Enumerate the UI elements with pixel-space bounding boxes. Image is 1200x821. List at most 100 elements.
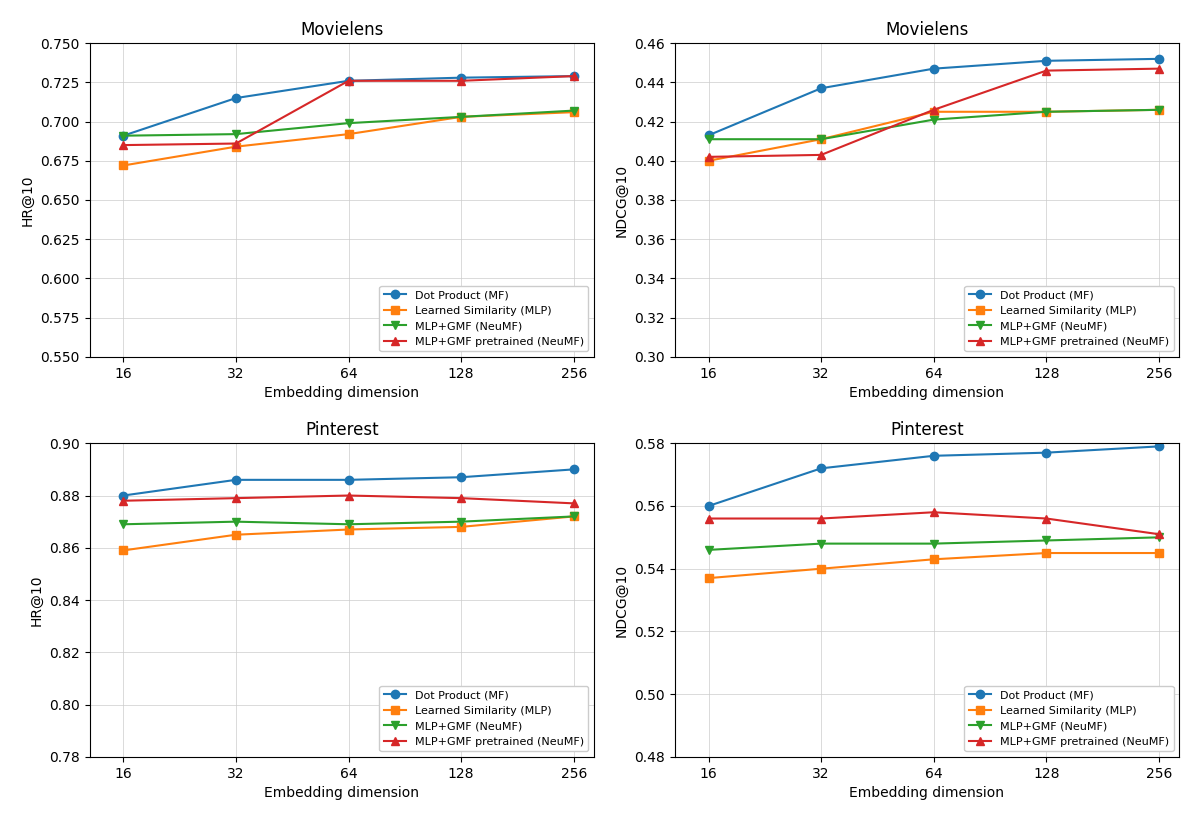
- Dot Product (MF): [566, 71, 581, 81]
- Dot Product (MF): [116, 131, 131, 140]
- Line: Learned Similarity (MLP): Learned Similarity (MLP): [119, 512, 578, 554]
- Learned Similarity (MLP): [926, 107, 941, 117]
- MLP+GMF pretrained (NeuMF): [1039, 66, 1054, 76]
- MLP+GMF pretrained (NeuMF): [454, 76, 468, 85]
- Learned Similarity (MLP): [116, 161, 131, 171]
- Y-axis label: HR@10: HR@10: [30, 575, 43, 626]
- MLP+GMF (NeuMF): [1039, 535, 1054, 545]
- Legend: Dot Product (MF), Learned Similarity (MLP), MLP+GMF (NeuMF), MLP+GMF pretrained : Dot Product (MF), Learned Similarity (ML…: [965, 286, 1174, 351]
- Dot Product (MF): [229, 475, 244, 484]
- MLP+GMF (NeuMF): [341, 520, 355, 530]
- MLP+GMF pretrained (NeuMF): [341, 491, 355, 501]
- MLP+GMF pretrained (NeuMF): [454, 493, 468, 503]
- MLP+GMF pretrained (NeuMF): [566, 71, 581, 81]
- Dot Product (MF): [814, 83, 828, 93]
- Title: Pinterest: Pinterest: [890, 421, 964, 439]
- Line: MLP+GMF (NeuMF): MLP+GMF (NeuMF): [119, 107, 578, 140]
- Learned Similarity (MLP): [229, 142, 244, 152]
- Dot Product (MF): [814, 463, 828, 473]
- Dot Product (MF): [926, 451, 941, 461]
- MLP+GMF (NeuMF): [454, 516, 468, 526]
- MLP+GMF pretrained (NeuMF): [566, 498, 581, 508]
- Line: Learned Similarity (MLP): Learned Similarity (MLP): [704, 106, 1163, 165]
- Legend: Dot Product (MF), Learned Similarity (MLP), MLP+GMF (NeuMF), MLP+GMF pretrained : Dot Product (MF), Learned Similarity (ML…: [965, 686, 1174, 751]
- Learned Similarity (MLP): [1152, 105, 1166, 115]
- Y-axis label: NDCG@10: NDCG@10: [614, 563, 629, 636]
- Learned Similarity (MLP): [814, 135, 828, 144]
- Y-axis label: HR@10: HR@10: [20, 174, 35, 226]
- Learned Similarity (MLP): [701, 156, 715, 166]
- Learned Similarity (MLP): [229, 530, 244, 539]
- Learned Similarity (MLP): [701, 573, 715, 583]
- Learned Similarity (MLP): [566, 108, 581, 117]
- Dot Product (MF): [229, 93, 244, 103]
- Dot Product (MF): [1152, 54, 1166, 64]
- Dot Product (MF): [566, 465, 581, 475]
- MLP+GMF pretrained (NeuMF): [814, 514, 828, 524]
- MLP+GMF (NeuMF): [229, 129, 244, 139]
- Learned Similarity (MLP): [454, 522, 468, 532]
- Line: MLP+GMF pretrained (NeuMF): MLP+GMF pretrained (NeuMF): [119, 72, 578, 149]
- Learned Similarity (MLP): [1039, 107, 1054, 117]
- MLP+GMF pretrained (NeuMF): [341, 76, 355, 85]
- Line: MLP+GMF pretrained (NeuMF): MLP+GMF pretrained (NeuMF): [704, 508, 1163, 539]
- MLP+GMF pretrained (NeuMF): [116, 140, 131, 150]
- MLP+GMF (NeuMF): [566, 511, 581, 521]
- Dot Product (MF): [341, 475, 355, 484]
- Learned Similarity (MLP): [116, 545, 131, 555]
- Dot Product (MF): [1152, 442, 1166, 452]
- Dot Product (MF): [454, 73, 468, 83]
- Learned Similarity (MLP): [341, 129, 355, 139]
- Line: MLP+GMF pretrained (NeuMF): MLP+GMF pretrained (NeuMF): [704, 65, 1163, 161]
- MLP+GMF (NeuMF): [701, 135, 715, 144]
- MLP+GMF (NeuMF): [1152, 532, 1166, 542]
- MLP+GMF pretrained (NeuMF): [229, 139, 244, 149]
- Line: Learned Similarity (MLP): Learned Similarity (MLP): [119, 108, 578, 170]
- X-axis label: Embedding dimension: Embedding dimension: [850, 386, 1004, 400]
- MLP+GMF (NeuMF): [926, 115, 941, 125]
- MLP+GMF pretrained (NeuMF): [926, 105, 941, 115]
- Dot Product (MF): [926, 64, 941, 74]
- Learned Similarity (MLP): [926, 554, 941, 564]
- Dot Product (MF): [341, 76, 355, 85]
- Learned Similarity (MLP): [814, 564, 828, 574]
- Line: Learned Similarity (MLP): Learned Similarity (MLP): [704, 549, 1163, 582]
- Dot Product (MF): [454, 472, 468, 482]
- Y-axis label: NDCG@10: NDCG@10: [614, 163, 629, 236]
- MLP+GMF (NeuMF): [1152, 105, 1166, 115]
- Dot Product (MF): [116, 491, 131, 501]
- Line: MLP+GMF (NeuMF): MLP+GMF (NeuMF): [704, 533, 1163, 554]
- X-axis label: Embedding dimension: Embedding dimension: [850, 787, 1004, 800]
- MLP+GMF (NeuMF): [1039, 107, 1054, 117]
- MLP+GMF pretrained (NeuMF): [1152, 64, 1166, 74]
- Dot Product (MF): [1039, 447, 1054, 457]
- Line: MLP+GMF pretrained (NeuMF): MLP+GMF pretrained (NeuMF): [119, 491, 578, 507]
- Learned Similarity (MLP): [1152, 548, 1166, 558]
- MLP+GMF (NeuMF): [814, 135, 828, 144]
- MLP+GMF pretrained (NeuMF): [1039, 514, 1054, 524]
- Line: Dot Product (MF): Dot Product (MF): [119, 466, 578, 500]
- Dot Product (MF): [1039, 56, 1054, 66]
- MLP+GMF (NeuMF): [116, 131, 131, 140]
- MLP+GMF (NeuMF): [229, 516, 244, 526]
- MLP+GMF (NeuMF): [454, 112, 468, 122]
- Title: Movielens: Movielens: [300, 21, 384, 39]
- Legend: Dot Product (MF), Learned Similarity (MLP), MLP+GMF (NeuMF), MLP+GMF pretrained : Dot Product (MF), Learned Similarity (ML…: [379, 686, 588, 751]
- MLP+GMF pretrained (NeuMF): [229, 493, 244, 503]
- X-axis label: Embedding dimension: Embedding dimension: [264, 787, 419, 800]
- MLP+GMF (NeuMF): [116, 520, 131, 530]
- MLP+GMF (NeuMF): [341, 118, 355, 128]
- MLP+GMF (NeuMF): [926, 539, 941, 548]
- Line: Dot Product (MF): Dot Product (MF): [119, 72, 578, 140]
- Line: MLP+GMF (NeuMF): MLP+GMF (NeuMF): [704, 106, 1163, 144]
- MLP+GMF (NeuMF): [701, 545, 715, 555]
- Learned Similarity (MLP): [566, 511, 581, 521]
- Line: Dot Product (MF): Dot Product (MF): [704, 443, 1163, 510]
- MLP+GMF pretrained (NeuMF): [814, 150, 828, 160]
- Learned Similarity (MLP): [341, 525, 355, 534]
- Title: Movielens: Movielens: [886, 21, 968, 39]
- Legend: Dot Product (MF), Learned Similarity (MLP), MLP+GMF (NeuMF), MLP+GMF pretrained : Dot Product (MF), Learned Similarity (ML…: [379, 286, 588, 351]
- X-axis label: Embedding dimension: Embedding dimension: [264, 386, 419, 400]
- Title: Pinterest: Pinterest: [305, 421, 378, 439]
- MLP+GMF pretrained (NeuMF): [1152, 530, 1166, 539]
